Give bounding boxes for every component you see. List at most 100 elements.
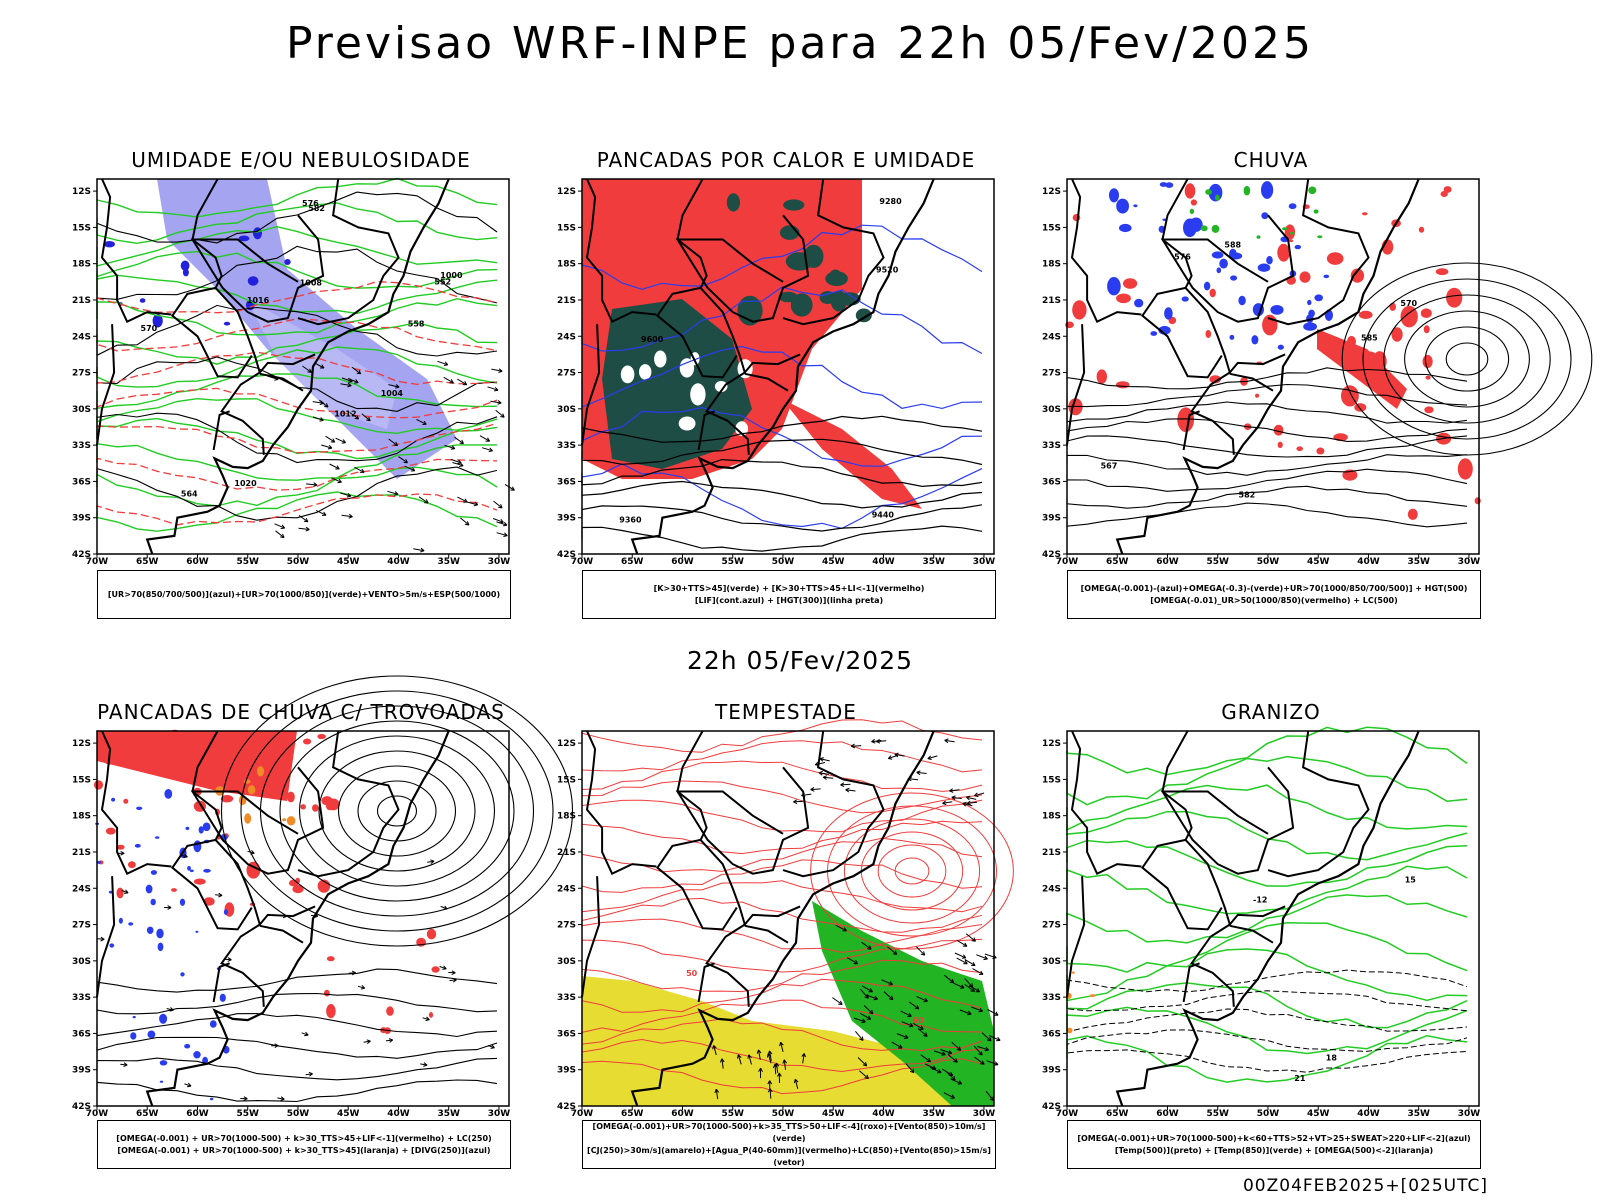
wind-vector-850 [923,997,928,1003]
legend-line: [OMEGA(-0.001)-(azul)+OMEGA(-0.3)-(verde… [1080,583,1468,593]
storm-red-ocean [326,1004,336,1019]
map-frame [96,730,510,1107]
divergence-blue [198,826,204,834]
wind-vector-850 [767,1050,773,1055]
divergence-blue [156,928,164,939]
wind-vector [485,437,491,442]
wind-vector-850 [941,1051,946,1056]
lat-label: 30S [1042,405,1061,415]
temp850-contour [1066,784,1468,831]
contour-label: 18 [1326,1054,1338,1063]
wind-vector-850 [954,952,967,959]
rain-red [1190,199,1197,206]
divergence-blue [159,1080,164,1083]
wind-vector-850 [916,996,928,1002]
lat-label: 42S [72,550,91,560]
wind-vector-850 [769,1050,772,1061]
wind-vector [321,511,327,516]
rain-red [1255,393,1260,398]
wind-vector-850 [861,985,873,993]
wind-vector-850 [737,1054,742,1059]
rain-red [1116,293,1131,304]
humidity-green-contour [96,442,497,481]
wind-vector-850 [861,1018,866,1024]
lat-label: 39S [557,514,576,524]
panel-title-chuva: CHUVA [1233,148,1309,172]
streamline-arrow [100,936,105,942]
map-frame [1066,178,1480,555]
wind-vector [495,409,505,418]
wind-vector [327,444,333,450]
rain-red [1326,252,1344,265]
wind-vector-850 [914,1004,920,1010]
wind-vector-850 [850,743,856,749]
wind-vector-850 [835,924,847,932]
lat-label: 24S [1042,332,1061,342]
lon-label: 30W [488,557,511,567]
rain-red [1424,406,1434,414]
storm-red-ocean [386,1006,394,1016]
storm-red [292,885,304,894]
streamline-arrow [430,859,435,864]
storm-red [93,780,104,790]
temp850-contour [1066,839,1468,887]
lat-label: 39S [557,1066,576,1076]
lat-label: 30S [1042,957,1061,967]
lat-label: 27S [72,921,91,931]
wind-vector-850 [823,776,834,779]
temp850-contour [1066,1034,1468,1083]
divergence-blue [164,789,173,799]
lon-label: 45W [1307,1109,1330,1119]
omega-blue [1164,307,1173,320]
lc850-contour [877,844,947,898]
wind-vector-850 [867,945,872,950]
temp500-contour [1066,990,1468,1012]
streamline-arrow [440,905,448,910]
streamline-arrow [166,1008,174,1011]
omega-blue [1229,248,1237,259]
lat-label: 18S [557,812,576,822]
divergence-blue [223,909,228,915]
rain-red [1446,287,1463,308]
wind-vector-850 [962,802,973,807]
wind-vector [488,447,493,453]
streamline-arrow [169,1007,174,1012]
wind-vector-850 [881,979,893,986]
wind-vector [341,377,353,383]
wind-vector-850 [956,1046,962,1051]
rain-red [1420,308,1432,318]
omega-green [1317,235,1323,239]
divergence-blue [130,1032,137,1040]
humidity-green-contour [96,321,498,365]
contour-label: 1012 [334,409,356,418]
rain-red [1184,183,1196,199]
wind-vector-850 [868,988,873,993]
omega500-orange [1089,994,1096,998]
legend-line: [UR>70(850/700/500)](azul)+[UR>70(1000/8… [107,589,501,599]
rain-red [1389,302,1396,311]
streamline-arrow [452,977,457,983]
divergence-blue [136,806,143,810]
wind-vector-850 [977,1045,989,1051]
omega-blue [1159,182,1168,187]
wind-vector-850 [819,758,830,762]
wind-vector-850 [900,1010,912,1017]
temp850-contour [1066,894,1468,944]
thickness-contour [96,422,498,454]
wind-vector-850 [951,796,962,799]
data-layer: 588 582 576 570 567 585 [1065,181,1593,528]
humidity-green-contour [96,274,498,315]
wind-vector-850 [758,1049,761,1060]
lon-label: 40W [872,1109,895,1119]
divergence-blue [111,797,116,802]
wind-vector-850 [944,974,955,984]
legend-line: [CJ(250)>30m/s](amarelo)+[Agua_P(40-60mm… [587,1145,991,1167]
wind-vector [473,501,479,507]
contour-label: 60 [913,1016,925,1025]
water-content-contour [581,938,983,973]
wind-vector-850 [853,1017,866,1023]
wind-vector-850 [981,1032,992,1042]
wind-vector [454,436,464,445]
lat-label: 12S [557,187,576,197]
lon-label: 60W [1156,557,1179,567]
